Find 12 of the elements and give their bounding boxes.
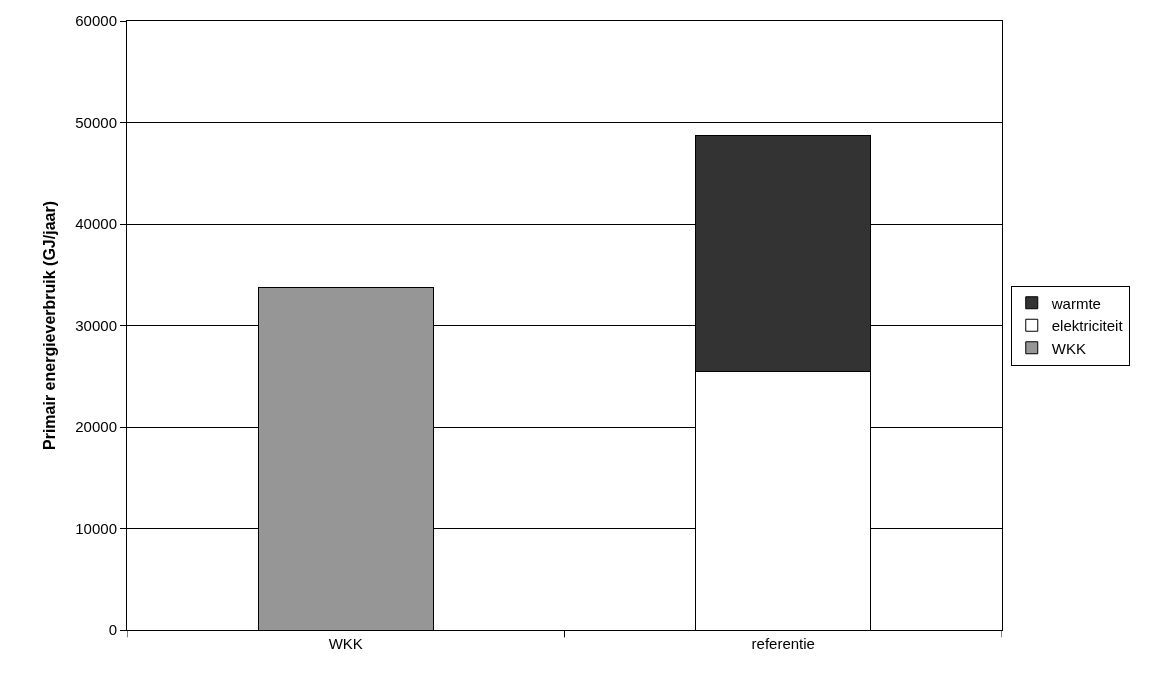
y-axis-title: Primair energieverbruik (GJ/jaar) bbox=[41, 201, 59, 450]
y-tick-label: 40000 bbox=[75, 215, 117, 233]
y-tick-label: 20000 bbox=[75, 418, 117, 436]
legend-label: warmte bbox=[1050, 294, 1101, 312]
legend-label: WKK bbox=[1051, 339, 1086, 357]
y-tick-label: 0 bbox=[108, 621, 117, 639]
legend-label: elektriciteit bbox=[1051, 317, 1124, 335]
y-tick-label: 50000 bbox=[75, 113, 117, 131]
y-tick-label: 10000 bbox=[75, 519, 117, 537]
y-tick-label: 60000 bbox=[75, 12, 117, 30]
x-tick-label: referentie bbox=[751, 635, 815, 652]
y-tick-label: 30000 bbox=[75, 316, 117, 334]
